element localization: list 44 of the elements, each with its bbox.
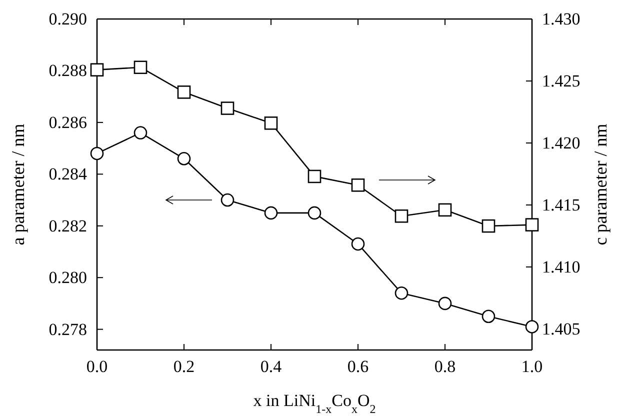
y-tick-label: 0.284 [48,164,88,184]
x-tick-label: 0.2 [173,357,195,376]
x-tick-label: 0.4 [260,357,282,376]
x-tick-label: 0.6 [347,357,369,376]
point [438,203,452,217]
point [90,63,104,76]
point [264,206,278,220]
y-tick-label: 0.278 [48,320,87,339]
point [308,206,322,220]
point [220,193,234,207]
point [134,126,148,140]
y-tick-label: 0.290 [48,9,87,28]
x-tick-label: 0.0 [86,357,108,376]
point [482,219,496,233]
x-axis-title: x in LiNi$_{1-x}$Co$_{x}$O$_{2}$ [253,391,376,416]
x-tick-label: 1.0 [521,357,543,376]
point [351,178,365,192]
y-axis-title: a parameter / nm [8,124,28,246]
y2-axis-title: c parameter / nm [590,124,611,246]
x-tick-label: 0.8 [434,357,456,376]
y2-tick-label: 1.420 [542,133,580,152]
y-tick-label: 0.282 [48,216,87,236]
point [394,209,408,223]
point [220,102,234,115]
point [264,116,278,130]
point [394,286,408,300]
y2-tick-label: 1.425 [542,71,580,90]
point [482,310,496,324]
point [525,218,539,232]
point [308,170,322,184]
point [177,85,191,99]
point [134,60,148,74]
y-tick-label: 0.286 [48,112,87,132]
point [177,152,191,166]
y2-tick-label: 1.405 [542,319,580,338]
point [90,146,104,160]
y-tick-label: 0.288 [48,61,87,80]
y-tick-label: 0.280 [48,268,87,288]
point [525,320,539,334]
y2-tick-label: 1.430 [542,9,580,28]
point [438,296,452,310]
point [351,237,365,251]
y2-tick-label: 1.415 [542,195,580,214]
y2-tick-label: 1.410 [542,257,580,276]
